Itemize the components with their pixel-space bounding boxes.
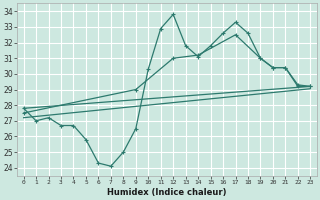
- X-axis label: Humidex (Indice chaleur): Humidex (Indice chaleur): [107, 188, 227, 197]
